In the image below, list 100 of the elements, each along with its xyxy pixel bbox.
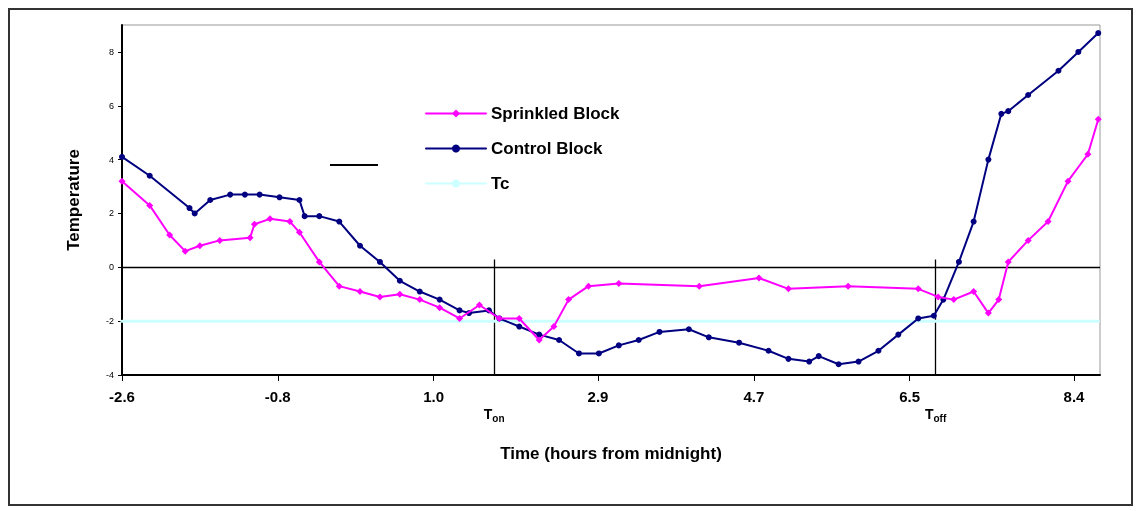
point [1094,115,1102,123]
point [615,342,622,349]
y-axis-title: Temperature [64,149,83,251]
point [656,328,663,335]
legend-label: Tc [491,174,510,193]
point [216,236,224,244]
point [276,194,283,201]
x-tick-label: 2.9 [587,388,609,405]
point [895,331,902,338]
point [336,218,343,225]
point [815,353,822,360]
point [315,258,323,266]
point [955,258,962,265]
point [765,347,772,354]
point [784,285,792,293]
legend-label: Control Block [491,139,603,158]
x-tick-label: -0.8 [264,388,291,405]
point [456,307,463,314]
point [186,205,193,212]
point [998,110,1005,117]
y-tick-label: 8 [108,46,114,57]
point [166,231,174,239]
point [984,309,992,317]
point [550,323,558,331]
point [295,228,303,236]
point [930,312,937,319]
point [695,282,703,290]
x-tick-label: 8.4 [1063,388,1086,405]
point [286,218,294,226]
x-tick-label: 6.5 [899,388,921,405]
point [875,347,882,354]
point [615,279,623,287]
point [436,296,443,303]
y-tick-label: 4 [108,154,114,165]
legend-label: Sprinkled Block [491,104,621,123]
point [1044,218,1052,226]
point [436,304,444,312]
point [1064,177,1072,185]
y-tick-label: -2 [105,316,114,327]
point [376,293,384,301]
point [595,350,602,357]
y-tick-label: 0 [108,262,114,273]
point [556,337,563,343]
point [970,288,978,296]
point [376,258,383,265]
point [1024,236,1032,244]
x-tick-label: 1.0 [423,388,444,405]
y-tick-label: -4 [105,370,114,380]
point [246,234,254,242]
point [250,220,258,228]
x-axis-title: Time (hours from midnight) [500,444,722,463]
point [1084,150,1092,158]
point [970,218,977,225]
point [207,197,214,203]
point [119,153,125,160]
point [516,323,523,330]
point [736,339,743,346]
point [1075,48,1082,55]
point [396,277,403,284]
point [785,355,792,362]
point [266,215,274,223]
y-tick-label: 6 [108,100,114,111]
point [844,282,852,290]
point [146,201,154,209]
point [536,331,543,338]
point [146,172,153,179]
point [316,213,323,220]
point [357,242,364,249]
point [685,326,692,333]
point [1095,30,1102,37]
point [296,197,303,203]
point [335,282,343,290]
point [515,314,523,322]
point [118,177,126,185]
point [181,247,189,255]
point [475,301,483,309]
point [1005,108,1012,115]
point [635,337,642,343]
x-tick-label: 4.7 [743,388,765,405]
point [196,242,204,250]
point [755,274,763,282]
point [301,213,308,220]
point [416,296,424,304]
point [855,358,862,365]
point [934,293,942,301]
point [950,296,958,304]
point [356,288,364,296]
point [585,282,592,290]
point [914,285,922,293]
point [705,334,712,341]
point [995,296,1003,304]
point [806,358,813,365]
point [985,156,992,163]
point [227,191,234,198]
point [575,350,582,357]
point [565,296,573,304]
point [535,336,543,344]
point [241,191,248,198]
point [835,361,842,368]
point [915,315,922,322]
